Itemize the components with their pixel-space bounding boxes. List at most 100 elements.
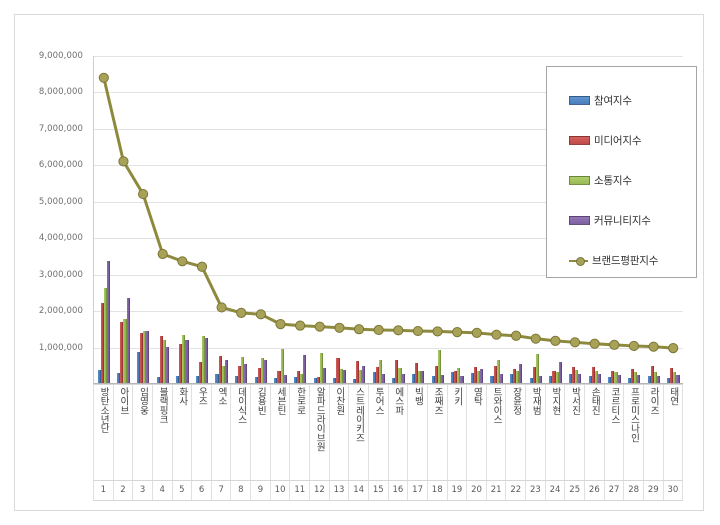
- bar: [106, 260, 111, 384]
- bar: [322, 367, 327, 384]
- x-axis-category-cell: 방탄소년단: [93, 385, 114, 485]
- bar: [588, 376, 592, 383]
- x-axis-category-cell: 빅뱅: [408, 385, 428, 485]
- bar-fill: [342, 369, 346, 384]
- bar-fill: [493, 366, 497, 383]
- bar-fill: [519, 363, 523, 384]
- x-axis-category-label: 코르티스: [608, 387, 620, 424]
- bar: [297, 370, 301, 384]
- x-axis-category-label: 세븐틴: [274, 387, 286, 415]
- bar-fill: [392, 378, 396, 383]
- bar: [529, 377, 533, 384]
- bar: [294, 377, 298, 383]
- bar: [238, 365, 242, 384]
- bar: [140, 333, 144, 383]
- x-axis-category-cell: 투어스: [369, 385, 389, 485]
- bar: [608, 377, 612, 383]
- bar-group: [605, 56, 625, 384]
- bar: [535, 354, 540, 383]
- bar-fill: [558, 361, 562, 384]
- legend-item-label: 커뮤니티지수: [594, 214, 651, 227]
- bar-fill: [431, 376, 435, 383]
- bar-fill: [221, 366, 225, 383]
- legend-item: 브랜드평판지수: [569, 240, 696, 280]
- legend-item-label: 소통지수: [594, 174, 632, 187]
- bar-fill: [673, 371, 677, 384]
- bar-fill: [339, 369, 343, 383]
- x-axis-category-label: 데이식스: [235, 387, 247, 424]
- bar: [578, 373, 582, 384]
- bar-fill: [381, 373, 386, 384]
- y-axis-tick-label: 9,000,000: [38, 51, 83, 61]
- bar-fill: [297, 370, 301, 384]
- bar-fill: [182, 335, 186, 383]
- bar: [437, 349, 441, 384]
- bar: [418, 370, 422, 384]
- x-axis-rank-label: 6: [192, 481, 212, 501]
- bar-group: [448, 56, 468, 384]
- bar-group: [212, 56, 232, 384]
- bar-group: [565, 56, 585, 384]
- x-axis-category-label: 조째즈: [432, 387, 444, 415]
- bar: [303, 354, 307, 384]
- bar-group: [487, 56, 507, 384]
- bar: [431, 376, 435, 383]
- bar: [476, 370, 481, 384]
- bar: [670, 367, 674, 384]
- bar-fill: [473, 367, 478, 383]
- bar-fill: [670, 367, 674, 384]
- bar-fill: [653, 372, 657, 383]
- bar: [676, 374, 680, 384]
- legend-swatch-icon: [569, 215, 590, 225]
- bar-fill: [179, 344, 183, 383]
- bar: [381, 373, 386, 384]
- gridline: [94, 56, 683, 57]
- bar-fill: [224, 360, 228, 383]
- bar-fill: [539, 376, 543, 383]
- x-axis-category-label: 에스파: [392, 387, 404, 415]
- bar: [569, 373, 573, 384]
- bar: [244, 363, 248, 384]
- bar: [398, 368, 402, 383]
- bar-fill: [634, 372, 638, 383]
- bar-fill: [480, 369, 484, 383]
- x-axis-category-label: 빅뱅: [412, 387, 424, 406]
- x-axis-rank-label: 9: [251, 481, 271, 501]
- bar-group: [624, 56, 644, 384]
- bar: [597, 373, 602, 384]
- x-axis-rank-label: 13: [330, 481, 350, 501]
- bar-fill: [126, 298, 130, 383]
- bar-fill: [513, 369, 517, 383]
- bar: [221, 366, 225, 383]
- bar: [356, 361, 360, 383]
- bar-group: [114, 56, 134, 384]
- x-axis-category-label: 블랙핑크: [157, 387, 169, 424]
- bar: [395, 359, 399, 384]
- bar-fill: [411, 374, 416, 383]
- legend-item-label: 미디어지수: [594, 134, 642, 147]
- x-axis-rank-label: 14: [349, 481, 369, 501]
- bar: [614, 371, 618, 384]
- bar-fill: [594, 370, 599, 384]
- x-axis-category-cell: 화사: [173, 385, 193, 485]
- bar: [493, 366, 497, 383]
- bar: [421, 371, 425, 383]
- bar-fill: [418, 370, 422, 384]
- bar: [434, 365, 438, 384]
- bar-group: [506, 56, 526, 384]
- bar-fill: [123, 318, 127, 384]
- bar-group: [585, 56, 605, 384]
- bar: [372, 372, 376, 383]
- bar: [490, 375, 494, 384]
- bar-fill: [529, 377, 533, 384]
- legend-line-marker-icon: [569, 256, 588, 266]
- bar-fill: [470, 372, 474, 384]
- bar-fill: [352, 378, 357, 384]
- bar-fill: [264, 359, 268, 384]
- bar: [451, 372, 455, 383]
- bar-group: [231, 56, 251, 384]
- bar: [319, 353, 324, 383]
- bar-fill: [106, 260, 111, 384]
- bar: [631, 369, 635, 383]
- x-axis-category-label: 알파드라이브원: [314, 387, 326, 452]
